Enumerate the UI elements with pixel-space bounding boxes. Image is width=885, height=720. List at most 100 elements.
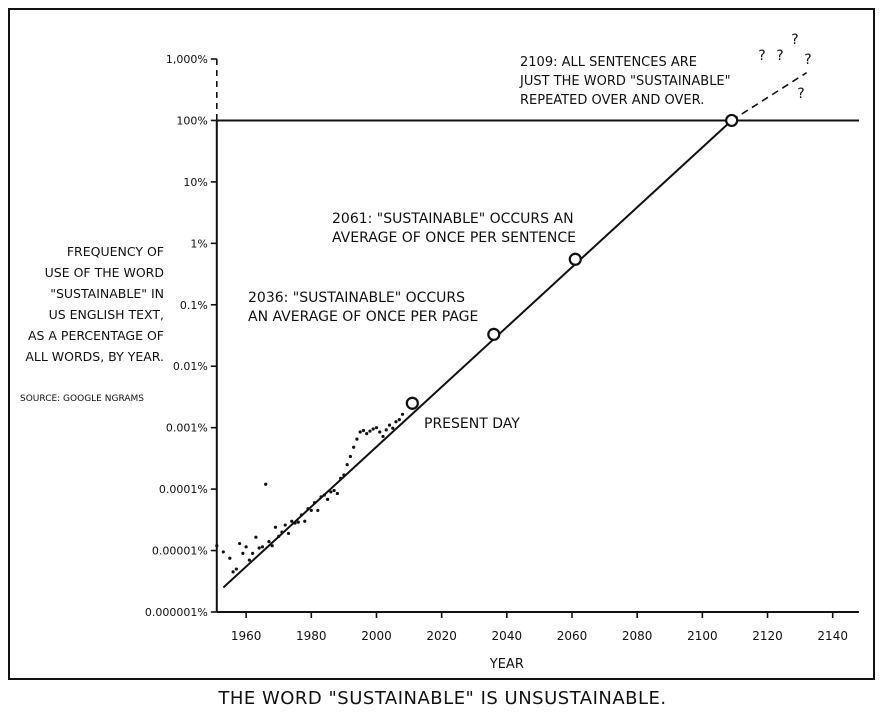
question-mark: ? [791, 32, 798, 48]
observed-data-point [306, 507, 310, 511]
observed-data-point [358, 430, 362, 434]
chart-caption: THE WORD "SUSTAINABLE" IS UNSUSTAINABLE. [218, 688, 667, 709]
observed-data-point [286, 531, 291, 536]
observed-data-point [215, 544, 219, 548]
observed-data-point [374, 426, 379, 430]
trend-line-solid [222, 119, 733, 589]
observed-data-point [312, 501, 317, 505]
x-tick-label: 1980 [296, 629, 327, 643]
x-tick-label: 2140 [817, 629, 848, 643]
x-tick-label: 2120 [752, 629, 783, 643]
label-layer: YEAR FREQUENCY OF USE OF THE WORD "SUSTAINA… [20, 32, 812, 672]
observed-data-point [371, 427, 375, 431]
y-tick-label: 100% [176, 114, 207, 127]
observed-data-point [247, 558, 251, 562]
y-tick-label: 10% [183, 176, 207, 189]
observed-data-point [339, 476, 343, 480]
observed-data-point [241, 551, 245, 555]
y-tick-label: 0.000001% [145, 606, 208, 619]
x-tick-label: 2040 [492, 629, 523, 643]
observed-data-point [293, 521, 297, 525]
observed-data-point [270, 544, 274, 548]
observed-data-point [384, 428, 388, 432]
observed-data-point [290, 519, 294, 523]
observed-data-point [335, 491, 339, 496]
observed-data-point [319, 495, 323, 499]
observed-data-point [260, 545, 265, 549]
observed-data-point [277, 534, 281, 538]
milestone-label-line: 2109: ALL SENTENCES ARE [520, 55, 697, 70]
observed-data-point [387, 423, 392, 427]
observed-data-point [234, 567, 238, 571]
observed-data-point [368, 429, 372, 433]
question-mark: ? [804, 52, 811, 68]
y-axis-description-line: USE OF THE WORD [45, 265, 164, 280]
y-tick-label: 1,000% [166, 53, 208, 66]
observed-data-point [329, 490, 333, 494]
y-tick-label: 0.1% [180, 299, 208, 312]
source-note: SOURCE: GOOGLE NGRAMS [20, 394, 144, 404]
y-axis-description-line: "SUSTAINABLE" IN [50, 286, 164, 301]
milestone-label-line: AN AVERAGE OF ONCE PER PAGE [248, 309, 478, 325]
observed-data-point [391, 426, 395, 430]
observed-data-point [303, 519, 307, 523]
y-axis-description-line: ALL WORDS, BY YEAR. [25, 349, 164, 364]
x-tick-label: 1960 [231, 629, 262, 643]
observed-data-point [299, 513, 304, 517]
x-tick-label: 2060 [557, 629, 588, 643]
observed-data-point [394, 420, 398, 424]
observed-data-point [342, 473, 346, 477]
observed-data-point [257, 546, 261, 550]
observed-data-point [309, 508, 313, 513]
observed-data-point [365, 432, 369, 436]
observed-data-point [238, 541, 242, 546]
observed-data-point [400, 412, 405, 416]
question-mark: ? [758, 48, 765, 64]
observed-data-point [381, 434, 385, 439]
milestone-label-line: JUST THE WORD "SUSTAINABLE" [519, 74, 731, 89]
observed-data-point [296, 520, 300, 524]
observed-data-point [254, 535, 258, 539]
y-axis-description-line: AS A PERCENTAGE OF [28, 328, 164, 343]
question-mark: ? [797, 86, 804, 102]
milestone-marker [725, 113, 739, 128]
observed-data-point [267, 539, 271, 544]
milestone-label-line: PRESENT DAY [424, 416, 520, 432]
observed-data-point [378, 430, 382, 434]
observed-data-point [361, 428, 366, 433]
trend-line-dashed [731, 71, 808, 122]
observed-data-point [325, 497, 330, 502]
y-tick-label: 0.0001% [159, 483, 208, 496]
milestone-label-line: 2036: "SUSTAINABLE" OCCURS [248, 290, 465, 306]
observed-data-point [280, 530, 284, 534]
chart-svg: 0.000001% 0.00001% 0.0001% 0.001% 0.01% 0.1% 1… [20, 32, 859, 672]
milestone-label-line: AVERAGE OF ONCE PER SENTENCE [332, 230, 576, 246]
x-tick-label: 2080 [622, 629, 653, 643]
x-axis-title: YEAR [489, 657, 524, 672]
observed-data-point [345, 463, 349, 467]
observed-data-point [264, 482, 268, 486]
milestone-label-line: REPEATED OVER AND OVER. [520, 93, 704, 108]
observed-data-point [397, 418, 401, 422]
y-axis-description-line: US ENGLISH TEXT, [49, 307, 164, 322]
y-tick-label: 0.001% [166, 422, 208, 435]
y-axis-description-line: FREQUENCY OF [67, 244, 164, 259]
y-tick-label: 0.00001% [152, 545, 208, 558]
observed-data-point [221, 550, 225, 554]
chart-frame: 0.000001% 0.00001% 0.0001% 0.001% 0.01% 0.1% 1… [8, 8, 875, 680]
observed-data-point [283, 523, 287, 527]
observed-data-point [273, 525, 278, 529]
observed-data-point [348, 454, 353, 459]
data-layer [215, 71, 808, 589]
observed-data-point [352, 445, 356, 449]
observed-data-point [244, 545, 248, 549]
y-tick-label: 0.01% [173, 360, 208, 373]
observed-data-point [251, 551, 255, 555]
axes-layer: 0.000001% 0.00001% 0.0001% 0.001% 0.01% 0.1% 1… [145, 53, 859, 643]
question-mark: ? [776, 48, 783, 64]
observed-data-point [332, 488, 336, 493]
observed-data-point [231, 570, 235, 574]
y-tick-label: 1% [190, 237, 207, 250]
observed-data-point [316, 508, 320, 513]
x-tick-label: 2000 [361, 629, 392, 643]
